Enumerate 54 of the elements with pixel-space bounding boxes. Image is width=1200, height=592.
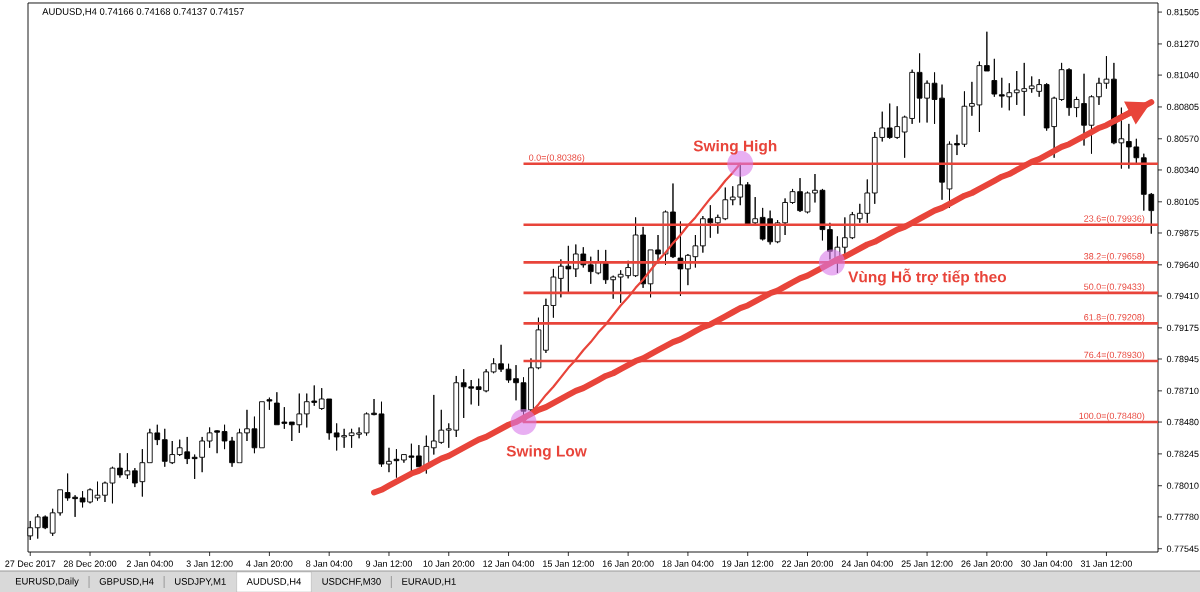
- x-tick-label: 8 Jan 04:00: [306, 560, 353, 567]
- y-tick-label: 0.80805: [1166, 103, 1199, 111]
- y-tick-label: 0.78945: [1166, 355, 1199, 363]
- text: EURUSD,Daily: [15, 577, 79, 587]
- text: USDJPY,M1: [175, 578, 226, 586]
- y-tick-label: 0.77545: [1166, 545, 1199, 552]
- y-tick-label: 0.80105: [1166, 198, 1199, 205]
- y-tick-label: 0.78245: [1166, 450, 1199, 458]
- y-tick-label: 0.81270: [1166, 40, 1199, 48]
- x-tick-label: 25 Jan 12:00: [901, 560, 953, 567]
- y-tick-label: 0.78010: [1166, 482, 1199, 489]
- y-tick-label: 0.79875: [1166, 229, 1199, 237]
- y-tick-label: 0.81505: [1166, 8, 1199, 16]
- text: GBPUSD,H4: [99, 578, 154, 586]
- x-tick-label: 4 Jan 20:00: [246, 560, 293, 567]
- annotation: Swing Low: [506, 445, 587, 460]
- x-tick-label: 26 Jan 20:00: [961, 560, 1013, 567]
- text: USDCHF,M30: [322, 578, 381, 586]
- ref-line-label: 23.6=(0.79936): [1084, 215, 1145, 224]
- ref-line-label: 50.0=(0.79433): [1084, 283, 1145, 292]
- y-tick-label: 0.79410: [1166, 292, 1199, 300]
- x-tick-label: 24 Jan 04:00: [841, 560, 893, 567]
- x-tick-label: 16 Jan 20:00: [602, 560, 654, 567]
- x-tick-label: 15 Jan 12:00: [543, 560, 594, 567]
- x-tick-label: 22 Jan 20:00: [782, 560, 834, 567]
- x-tick-label: 18 Jan 04:00: [662, 560, 714, 567]
- x-tick-label: 2 Jan 04:00: [126, 560, 173, 567]
- ref-line-label: 0.0=(0.80386): [529, 154, 585, 163]
- text: AUDUSD,H4: [246, 578, 302, 586]
- x-tick-label: 27 Dec 2017: [5, 560, 56, 567]
- ref-line-label: 38.2=(0.79658): [1084, 252, 1145, 262]
- y-tick-label: 0.79175: [1166, 324, 1199, 332]
- text: EURAUD,H1: [402, 578, 456, 586]
- x-tick-label: 19 Jan 12:00: [722, 560, 774, 567]
- annotation: Vùng Hỗ trợ tiếp theo: [848, 268, 1007, 286]
- y-tick-label: 0.80340: [1166, 166, 1199, 174]
- x-tick-label: 9 Jan 12:00: [365, 560, 413, 567]
- x-tick-label: 31 Jan 12:00: [1080, 560, 1133, 567]
- x-tick-label: 3 Jan 12:00: [186, 560, 233, 567]
- x-tick-label: 10 Jan 20:00: [423, 560, 475, 567]
- ref-line-label: 76.4=(0.78930): [1084, 351, 1145, 360]
- y-tick-label: 0.78480: [1166, 418, 1199, 426]
- x-tick-label: 28 Dec 20:00: [63, 560, 117, 567]
- ref-line-label: 100.0=(0.78480): [1079, 412, 1145, 421]
- y-tick-label: 0.80570: [1166, 135, 1199, 142]
- annotation: Swing High: [693, 140, 777, 155]
- y-tick-label: 0.81040: [1166, 71, 1199, 79]
- ref-line-label: 61.8=(0.79208): [1084, 313, 1145, 323]
- x-tick-label: 12 Jan 04:00: [483, 560, 535, 567]
- y-tick-label: 0.79640: [1166, 261, 1199, 268]
- chart-title: AUDUSD,H4 0.74166 0.74168 0.74137 0.74157: [42, 8, 244, 17]
- y-tick-label: 0.77780: [1166, 513, 1199, 521]
- y-tick-label: 0.78710: [1166, 387, 1199, 395]
- x-tick-label: 30 Jan 04:00: [1021, 560, 1073, 567]
